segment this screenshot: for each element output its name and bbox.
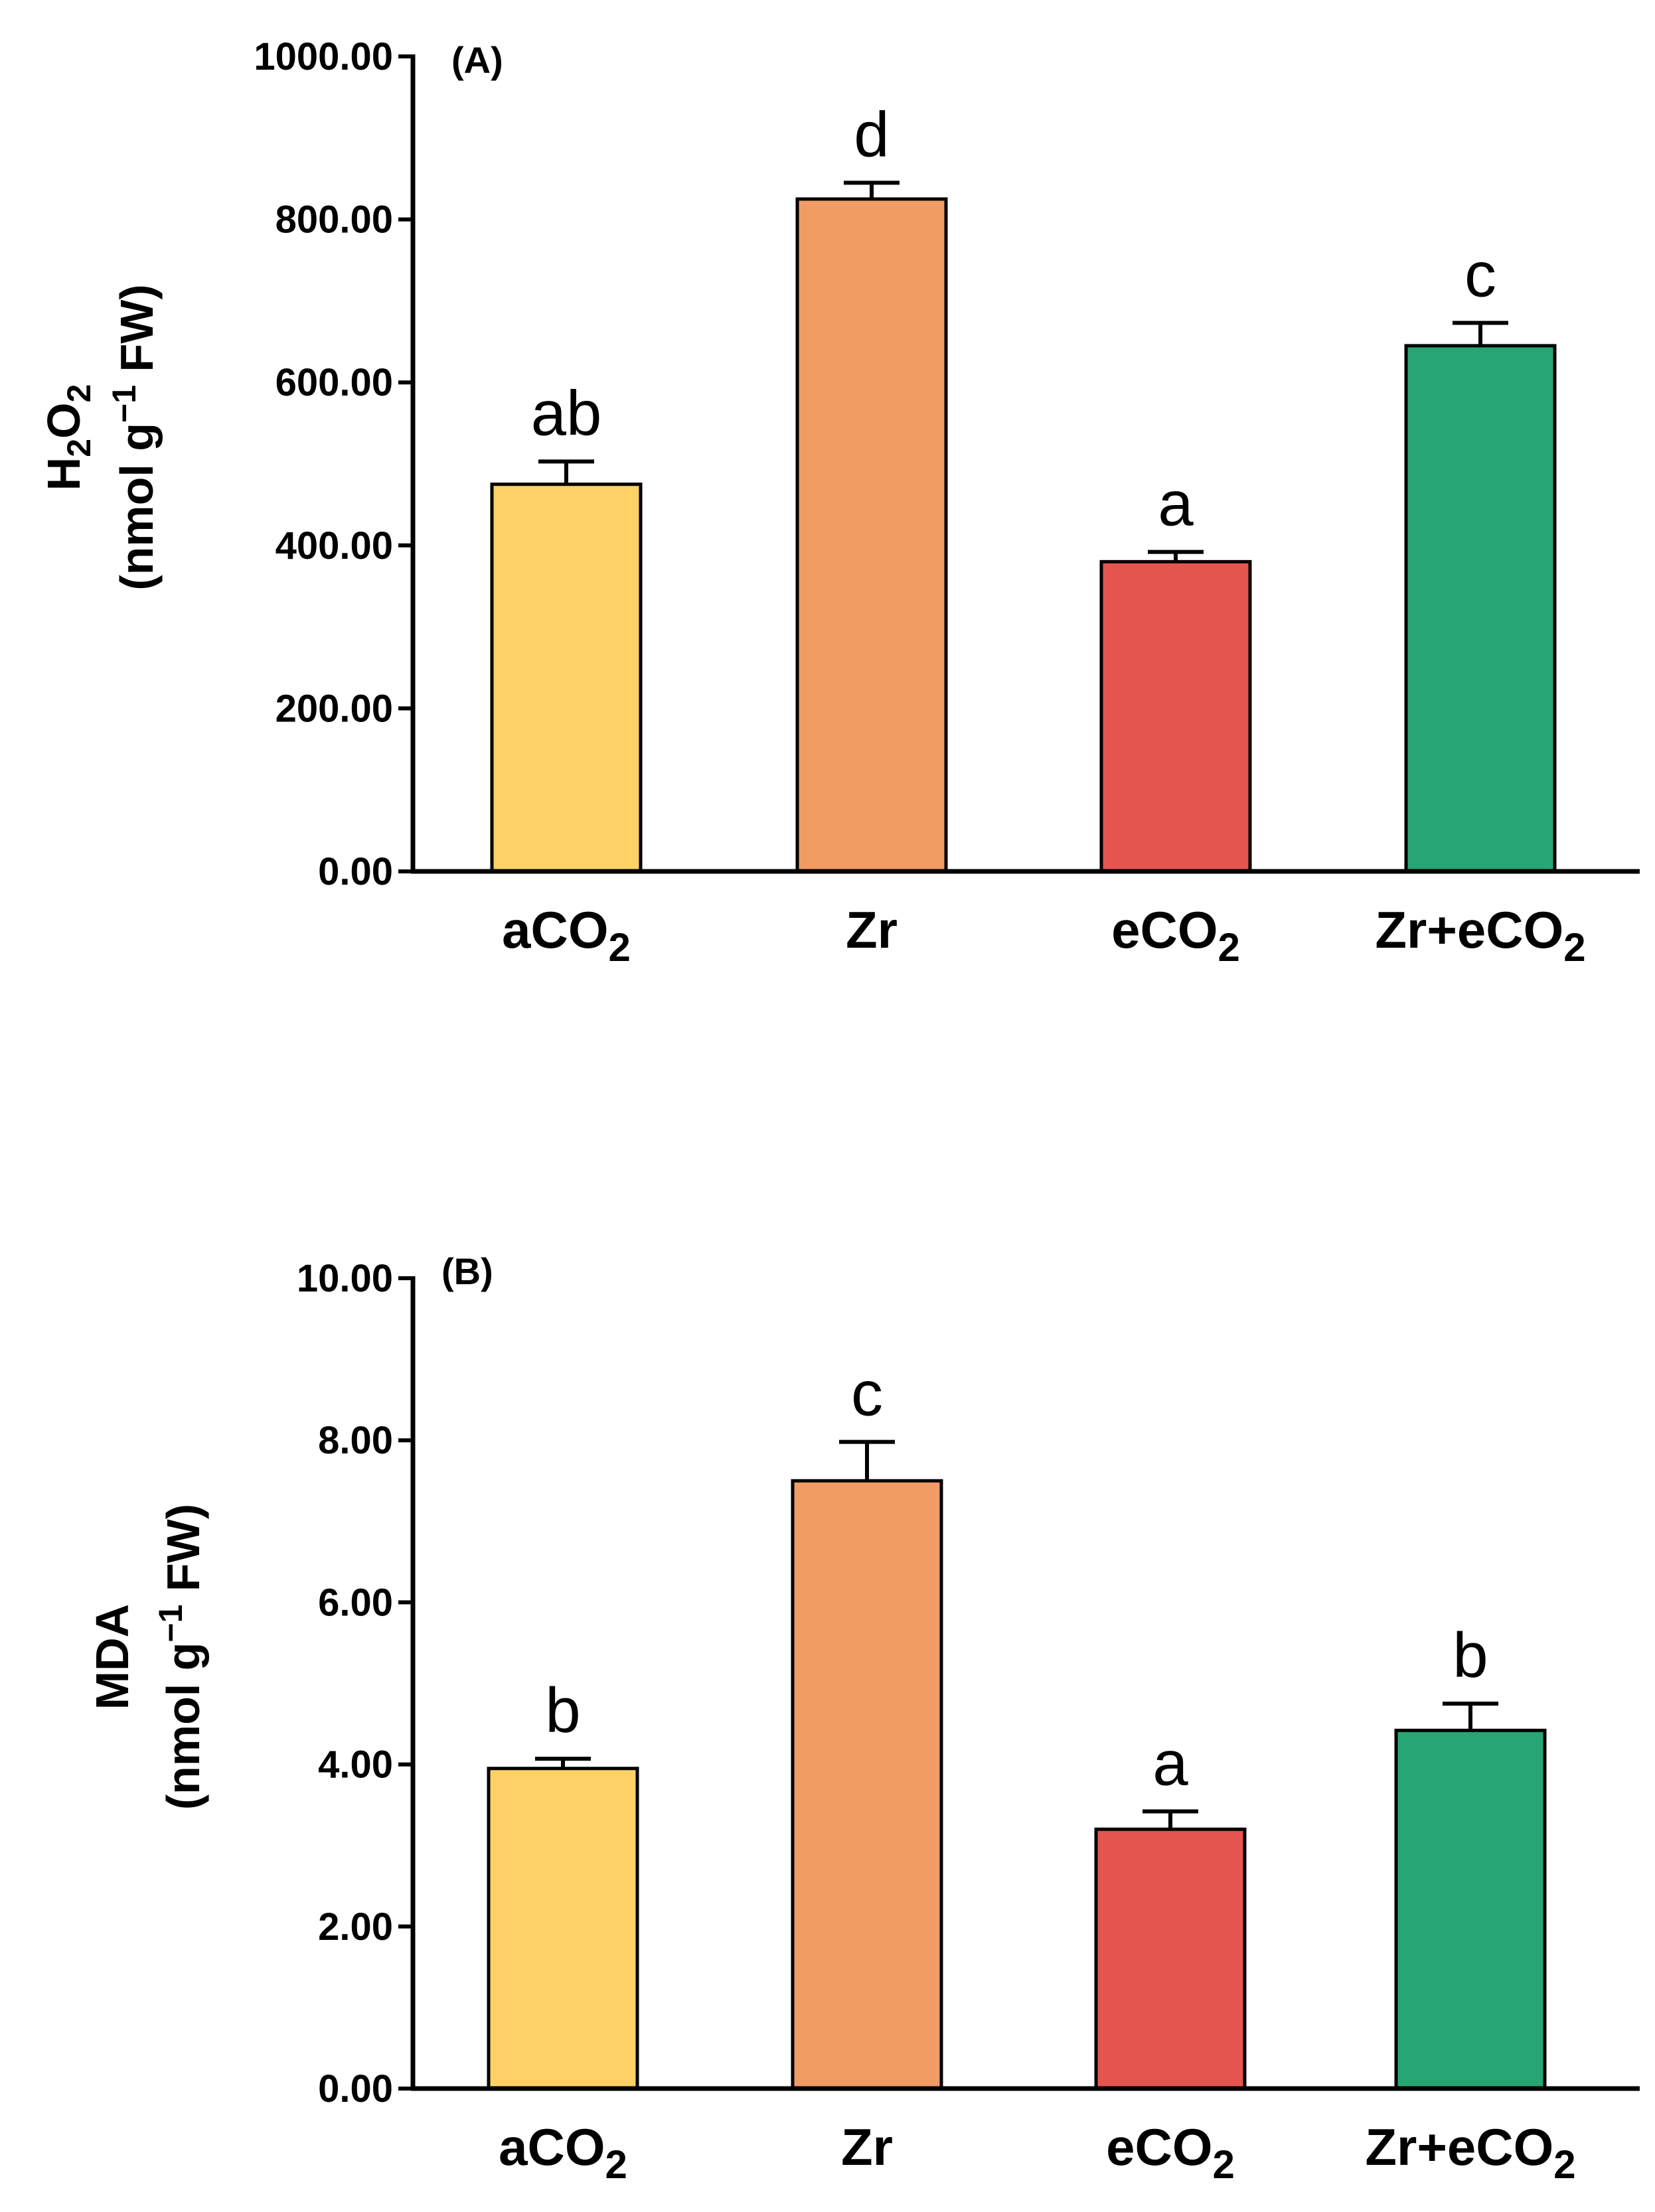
category-subscript: 2 [1213,2142,1235,2187]
category-base: Zr+eCO [1365,2118,1553,2176]
y-tick-label: 0.00 [318,2067,393,2110]
category-base: aCO [499,2118,605,2176]
significance-label: ab [531,378,602,449]
panel-label: (B) [441,1250,493,1292]
ylabel-text: MDA [86,1604,138,1710]
x-category-label: aCO2 [502,901,631,970]
significance-label: c [851,1359,883,1430]
category-subscript: 2 [1563,925,1585,970]
significance-label: b [1453,1620,1488,1691]
x-category-label: Zr [841,2118,893,2176]
category-subscript: 2 [1218,925,1240,970]
category-subscript: 2 [605,2142,627,2187]
bar [487,1767,639,2091]
bar [490,482,643,873]
category-subscript: 2 [1553,2142,1575,2187]
y-tick-label: 8.00 [318,1419,393,1462]
y-tick-label: 0.00 [318,850,393,893]
y-axis-label-line1: MDA [86,1604,138,1710]
y-axis-label-line1: H2O2 [38,384,98,491]
significance-label: a [1158,469,1194,540]
significance-label: a [1152,1728,1188,1799]
bar [795,197,948,873]
ylabel-text: (nmol g [111,423,163,591]
ylabel-text: H [38,457,90,491]
ylabel-text: FW) [111,284,163,385]
bar [791,1479,943,2091]
category-base: eCO [1106,2118,1212,2176]
panel-label: (A) [451,39,503,81]
ylabel-subscript: 2 [60,439,98,457]
y-axis-label-line2: (nmol g−1 FW) [106,284,163,590]
significance-label: b [545,1675,580,1746]
x-category-label: eCO2 [1106,2118,1235,2187]
category-base: eCO [1111,901,1218,959]
y-tick-label: 10.00 [297,1257,393,1300]
category-base: Zr+eCO [1375,901,1563,959]
ylabel-subscript: 2 [60,384,98,403]
y-tick-label: 2.00 [318,1905,393,1949]
significance-label: c [1464,240,1496,311]
ylabel-superscript: −1 [152,1604,189,1642]
bar [1404,344,1557,873]
significance-label: d [854,99,889,170]
y-tick-label: 400.00 [276,524,393,567]
x-category-label: aCO2 [499,2118,627,2187]
chart-panel-a: ab d a c 0.00 200.00 400.00 600.00 800.00 1000.00… [38,35,1640,970]
x-category-label: Zr+eCO2 [1365,2118,1575,2187]
category-base: aCO [502,901,608,959]
x-category-label: Zr [846,901,898,959]
ylabel-text: FW) [157,1504,209,1605]
y-tick-label: 600.00 [276,361,393,404]
category-base: Zr [841,2118,893,2176]
ylabel-text: (nmol g [157,1642,209,1810]
y-tick-label: 1000.00 [254,35,393,78]
ylabel-text: O [38,402,90,438]
y-tick-label: 4.00 [318,1743,393,1787]
y-axis-label-line2: (nmol g−1 FW) [152,1504,209,1810]
x-category-label: eCO2 [1111,901,1240,970]
category-base: Zr [846,901,898,959]
bar [1394,1728,1547,2091]
bar [1094,1827,1247,2091]
y-tick-label: 6.00 [318,1581,393,1624]
y-tick-label: 800.00 [276,198,393,242]
bar [1099,559,1252,873]
ylabel-superscript: −1 [106,385,143,423]
y-tick-label: 200.00 [276,687,393,730]
x-category-label: Zr+eCO2 [1375,901,1585,970]
category-subscript: 2 [609,925,631,970]
